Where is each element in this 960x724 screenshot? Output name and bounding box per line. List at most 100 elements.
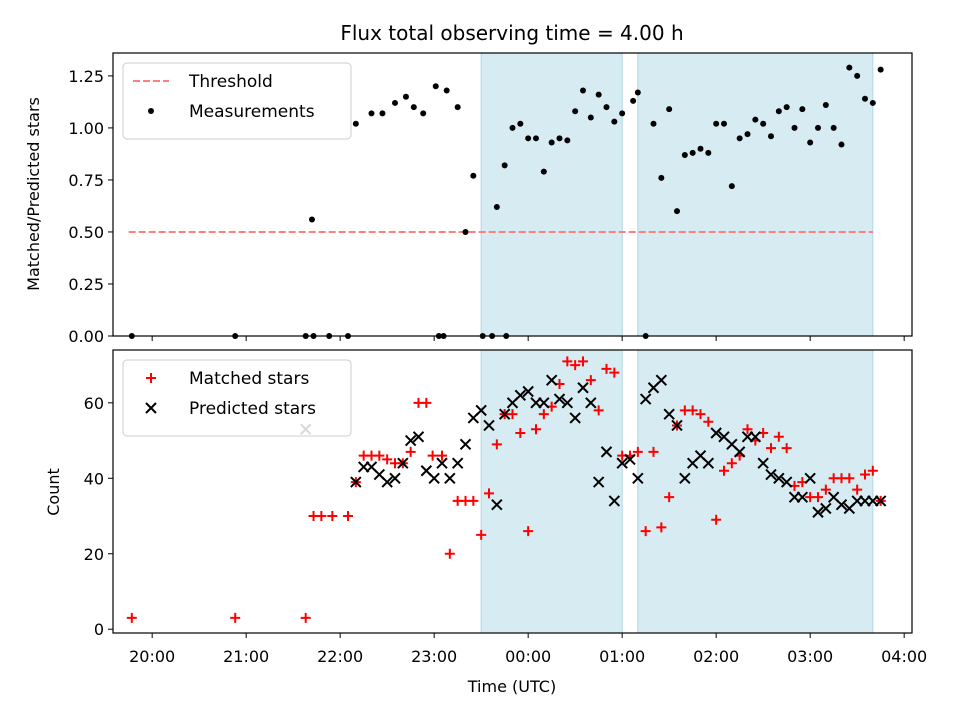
data-point xyxy=(719,465,729,476)
x-tick-label: 22:00 xyxy=(317,647,363,666)
data-point xyxy=(343,511,353,522)
data-point xyxy=(815,124,821,131)
data-point xyxy=(687,405,698,416)
data-point xyxy=(632,472,644,485)
data-point xyxy=(572,108,579,115)
plot-frame xyxy=(112,349,913,634)
data-point xyxy=(713,120,720,127)
data-point xyxy=(671,419,683,432)
y-tick-label: 0.00 xyxy=(68,327,104,346)
data-point xyxy=(632,446,643,457)
data-point xyxy=(780,476,793,488)
data-point xyxy=(744,131,751,138)
legend-label: Measurements xyxy=(189,102,315,122)
legend-handle xyxy=(145,402,157,414)
data-point xyxy=(674,208,680,215)
legend-label: Matched stars xyxy=(189,369,309,389)
y-tick-label: 0 xyxy=(94,620,104,639)
data-point xyxy=(587,114,594,121)
data-point xyxy=(679,472,691,485)
data-point xyxy=(525,135,532,142)
data-point xyxy=(561,397,574,409)
bottom-y-axis-label: Count xyxy=(44,468,63,516)
top-y-axis-label: Matched/Predicted stars xyxy=(24,97,43,291)
data-point xyxy=(820,502,832,515)
data-point xyxy=(608,495,621,507)
data-point xyxy=(501,162,508,169)
data-point xyxy=(421,397,432,408)
data-point xyxy=(230,612,241,623)
x-axis-label: Time (UTC) xyxy=(467,677,556,696)
panel-ratio: 0.00 0.25 0.50 0.75 1.00 1.25 Threshold Measure… xyxy=(68,52,913,346)
data-point xyxy=(611,118,618,125)
data-point xyxy=(775,108,782,115)
data-point xyxy=(733,446,746,458)
legend-box xyxy=(122,62,352,140)
data-point xyxy=(368,110,375,117)
data-point xyxy=(702,457,715,469)
data-point xyxy=(593,405,604,416)
data-point xyxy=(765,468,777,481)
data-point xyxy=(517,120,524,127)
data-point xyxy=(381,476,393,488)
observing-interval xyxy=(637,52,874,337)
data-point xyxy=(634,89,641,96)
x-tick-label: 23:00 xyxy=(411,647,457,666)
data-point xyxy=(705,149,712,156)
data-point xyxy=(412,431,425,443)
x-tick-label: 03:00 xyxy=(787,647,833,666)
data-point xyxy=(126,612,137,623)
data-point xyxy=(773,472,785,485)
data-point xyxy=(545,374,558,386)
legend: Matched stars Predicted stars xyxy=(122,359,352,437)
data-point xyxy=(427,450,438,461)
data-point xyxy=(791,124,798,131)
data-point xyxy=(352,120,359,127)
data-point xyxy=(630,97,637,104)
data-point xyxy=(640,526,651,537)
data-point xyxy=(300,612,311,623)
data-point xyxy=(860,469,870,480)
data-point xyxy=(624,453,636,466)
data-point xyxy=(468,495,479,506)
data-point xyxy=(523,526,534,537)
data-point xyxy=(470,172,477,179)
data-point xyxy=(609,367,620,378)
data-point xyxy=(663,408,675,420)
data-point xyxy=(601,363,612,374)
data-point xyxy=(444,472,456,485)
data-point xyxy=(689,149,696,156)
data-point xyxy=(410,104,417,111)
data-point xyxy=(451,457,464,469)
data-point xyxy=(830,124,837,131)
y-tick-label: 40 xyxy=(84,469,104,488)
data-point xyxy=(838,141,845,148)
data-point xyxy=(664,492,675,503)
data-point xyxy=(768,133,774,140)
data-point xyxy=(392,99,398,106)
data-point xyxy=(867,465,878,476)
data-point xyxy=(569,412,581,424)
data-point xyxy=(570,360,581,371)
data-point xyxy=(509,124,516,131)
data-point xyxy=(316,511,327,522)
data-point xyxy=(514,389,527,401)
data-point xyxy=(639,393,652,405)
data-point xyxy=(585,375,596,386)
data-point xyxy=(854,72,861,79)
data-point xyxy=(600,446,613,458)
data-point xyxy=(616,457,628,469)
data-point xyxy=(484,488,494,499)
data-point xyxy=(404,434,417,447)
data-point xyxy=(491,498,503,511)
data-point xyxy=(721,120,727,127)
data-point xyxy=(877,66,884,73)
x-tick-label: 02:00 xyxy=(693,647,739,666)
legend-label: Predicted stars xyxy=(189,399,316,419)
data-point xyxy=(475,404,487,417)
legend-box xyxy=(122,359,352,437)
plot-frame xyxy=(112,52,913,337)
chart-title: Flux total observing time = 4.00 h xyxy=(340,21,683,45)
series-measurements xyxy=(128,64,884,339)
